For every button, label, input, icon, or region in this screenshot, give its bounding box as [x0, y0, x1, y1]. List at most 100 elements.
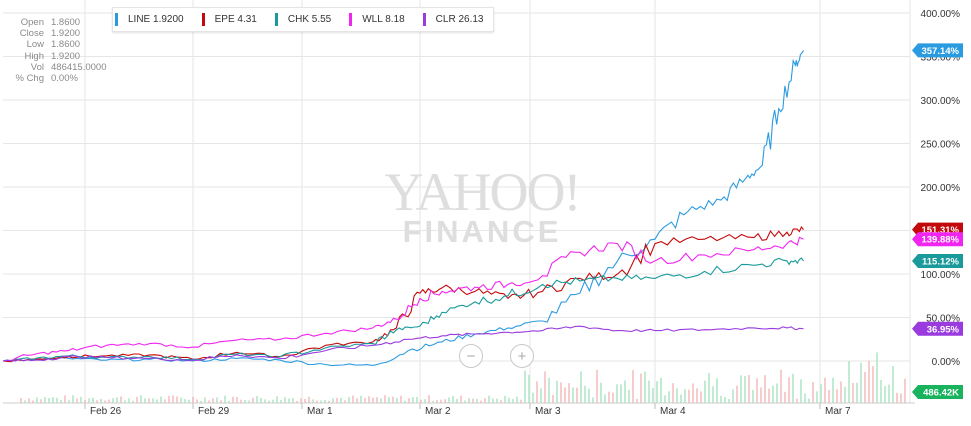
volume-bar — [176, 396, 178, 403]
volume-bar — [580, 371, 582, 403]
ohlc-row-vol: Vol 486415.0000 — [30, 61, 107, 73]
y-tick-label: 350.00% — [921, 53, 961, 64]
volume-bar — [264, 399, 266, 403]
volume-bar — [536, 381, 538, 403]
volume-bar — [460, 395, 462, 403]
volume-bar — [444, 399, 446, 403]
volume-bar — [96, 400, 98, 403]
volume-bar — [900, 393, 902, 403]
volume-bar — [180, 397, 182, 403]
volume-bar — [768, 388, 770, 403]
volume-bar — [796, 398, 798, 403]
volume-bar — [400, 395, 402, 403]
volume-bar — [540, 388, 542, 403]
series-line-wll — [2, 236, 804, 362]
x-tick-label: Mar 4 — [660, 406, 686, 417]
volume-bar — [88, 398, 90, 403]
legend-item-wll[interactable]: WLL 8.18 — [349, 13, 405, 26]
volume-bar — [272, 399, 274, 403]
volume-bar — [712, 386, 714, 403]
volume-bar — [780, 369, 782, 403]
x-tick-label: Mar 3 — [535, 406, 561, 417]
volume-bar — [336, 397, 338, 403]
volume-bar — [872, 366, 874, 403]
volume-bar — [584, 385, 586, 403]
volume-bar — [784, 391, 786, 403]
volume-bar — [352, 395, 354, 403]
x-tick-label: Mar 1 — [307, 406, 333, 417]
ohlc-row-open: Open 1.8600 — [20, 17, 81, 28]
volume-bar — [636, 398, 638, 403]
volume-bar — [588, 388, 590, 403]
volume-bar — [380, 398, 382, 403]
ohlc-row-high: High 1.9200 — [24, 50, 81, 62]
volume-bar — [776, 383, 778, 403]
volume-bar — [60, 399, 62, 403]
volume-bar — [760, 387, 762, 403]
ohlc-row-low: Low 1.8600 — [26, 39, 81, 51]
volume-bar — [276, 396, 278, 403]
volume-bar — [720, 395, 722, 403]
volume-bar — [224, 395, 226, 403]
volume-bar — [340, 397, 342, 403]
volume-bar — [148, 398, 150, 403]
volume-bar — [648, 380, 650, 403]
volume-bar — [424, 399, 426, 403]
volume-bar — [728, 398, 730, 403]
volume-bar — [744, 376, 746, 403]
volume-bar — [260, 398, 262, 403]
volume-bar — [564, 387, 566, 403]
legend-item-chk[interactable]: CHK 5.55 — [274, 13, 331, 26]
zoom-in-button[interactable]: + — [510, 344, 534, 368]
volume-bar — [828, 389, 830, 403]
volume-bar — [292, 398, 294, 403]
volume-bar — [368, 396, 370, 403]
volume-bar — [752, 389, 754, 403]
volume-bar — [256, 395, 258, 403]
volume-bar — [308, 396, 310, 403]
volume-bar — [452, 396, 454, 403]
volume-bar — [332, 398, 334, 403]
volume-bar — [820, 384, 822, 403]
legend-swatch-clr — [422, 13, 426, 26]
legend-item-epe[interactable]: EPE 4.31 — [201, 13, 257, 26]
volume-bar — [808, 398, 810, 403]
volume-bar — [320, 400, 322, 403]
end-tag-clr: 36.95% — [912, 321, 963, 336]
volume-bar — [764, 375, 766, 403]
volume-bar — [52, 396, 54, 403]
y-tick-label: 50.00% — [926, 314, 960, 325]
volume-bar — [348, 397, 350, 403]
volume-bar — [112, 398, 114, 403]
volume-bar — [80, 396, 82, 403]
legend-item-line[interactable]: LINE 1.9200 — [115, 13, 184, 26]
series-line-clr — [2, 325, 804, 362]
legend-item-clr[interactable]: CLR 26.13 — [422, 13, 483, 26]
volume-bar — [36, 397, 38, 403]
ohlc-row-close: Close 1.9200 — [19, 28, 81, 40]
volume-bar — [128, 398, 130, 403]
volume-bar — [528, 374, 530, 403]
volume-bar — [324, 399, 326, 403]
volume-bar — [144, 398, 146, 403]
volume-bar — [104, 400, 106, 403]
volume-bar — [392, 396, 394, 403]
volume-bar — [844, 386, 846, 403]
volume-bar — [268, 400, 270, 403]
volume-bar — [524, 370, 526, 403]
y-tick-label: 200.00% — [921, 183, 961, 194]
volume-bar — [792, 373, 794, 403]
volume-bar — [640, 373, 642, 403]
volume-bar — [616, 384, 618, 403]
volume-bar — [868, 360, 870, 403]
y-tick-label: 0.00% — [932, 357, 960, 368]
volume-bar — [404, 400, 406, 403]
volume-bar — [68, 400, 70, 403]
end-tag-label: 357.14% — [921, 46, 959, 57]
volume-bar — [44, 397, 46, 403]
zoom-out-button[interactable]: − — [459, 344, 483, 368]
volume-bar — [852, 382, 854, 403]
end-tag-line: 357.14% — [912, 43, 963, 58]
volume-bar — [436, 399, 438, 403]
